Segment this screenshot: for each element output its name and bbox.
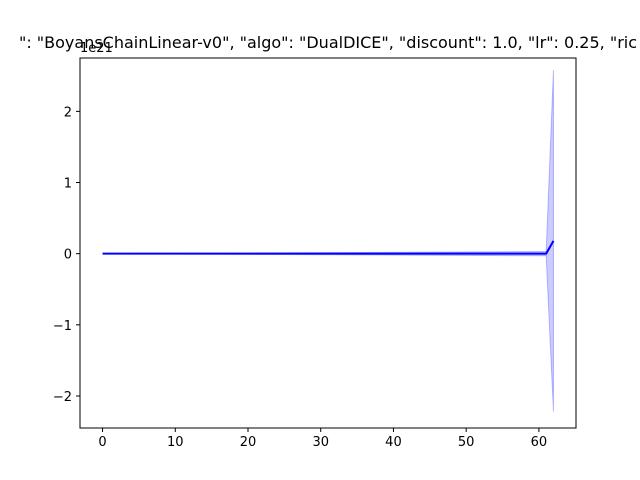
x-tick-label: 20 — [240, 435, 257, 450]
x-tick-label: 40 — [385, 435, 402, 450]
x-tick-label: 0 — [98, 435, 106, 450]
confidence-band-0 — [102, 70, 554, 412]
y-tick-label: 0 — [64, 248, 72, 263]
y-tick-label: −1 — [53, 319, 72, 334]
x-tick-label: 50 — [458, 435, 475, 450]
x-tick-label: 10 — [167, 435, 184, 450]
y-tick-label: 1 — [64, 177, 72, 192]
y-tick-label: −2 — [53, 390, 72, 405]
confidence-band-layer — [102, 70, 554, 412]
x-axis: 0 10 20 30 40 50 60 — [98, 428, 547, 450]
chart-title: ": "BoyansChainLinear-v0", "algo": "Dual… — [19, 33, 637, 52]
series-line-layer — [102, 240, 555, 255]
plot-frame — [79, 57, 577, 429]
x-tick-label: 30 — [312, 435, 329, 450]
x-tick-label: 60 — [531, 435, 548, 450]
y-axis-offset-label: 1e21 — [80, 41, 113, 56]
y-axis: −2 −1 0 1 2 — [53, 105, 80, 405]
y-tick-label: 2 — [64, 105, 72, 120]
